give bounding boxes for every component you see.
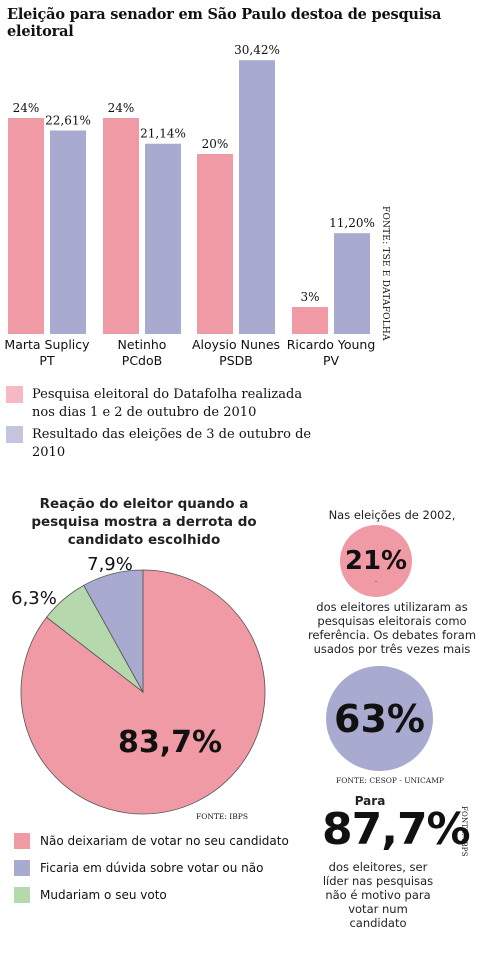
pie-legend-label-change: Mudariam o seu voto (40, 888, 167, 902)
x-tick-name-1: Marta Suplicy (4, 337, 90, 352)
stat-63-value: 63% (334, 696, 425, 741)
pie-label-2: 6,3% (11, 588, 57, 609)
pie-slice-2 (46, 584, 144, 693)
right-source-2: FONTE: IBPS (460, 806, 468, 857)
stat-877-value: 87,7% (322, 804, 471, 855)
bar-poll-3 (197, 154, 233, 334)
bar-label-result-1: 22,61% (45, 114, 91, 128)
right-para-text: Para (354, 794, 386, 808)
bar-poll-1 (8, 118, 44, 334)
right-source-1: FONTE: CESOP - UNICAMP (336, 776, 444, 785)
x-tick-name-2: Netinho (118, 337, 167, 352)
bar-poll-2 (103, 118, 139, 334)
legend-item-result: Resultado das eleições de 3 de outubro d… (6, 426, 346, 462)
pie-legend-swatch-green (14, 887, 30, 903)
bar-label-result-2: 21,14% (140, 127, 186, 141)
bar-label-poll-4: 3% (300, 290, 319, 304)
pie-legend-label-stay: Não deixariam de votar no seu candidato (40, 834, 289, 848)
x-tick-party-2: PCdoB (122, 353, 162, 368)
bar-label-poll-2: 24% (108, 101, 135, 115)
bar-label-poll-1: 24% (13, 101, 40, 115)
page-title: Eleição para senador em São Paulo destoa… (7, 6, 442, 40)
pie-legend-item-stay: Não deixariam de votar no seu candidato (14, 832, 289, 850)
x-tick-party-3: PSDB (219, 353, 253, 368)
right-text-1: dos eleitores utilizaram as pesquisas el… (307, 600, 477, 656)
stat-circle-21: 21% (340, 525, 412, 597)
pie-legend-swatch-pink (14, 833, 30, 849)
x-tick-name-4: Ricardo Young (287, 337, 376, 352)
pie-label-3: 7,9% (87, 554, 133, 575)
x-tick-party-4: PV (323, 353, 340, 368)
bar-label-result-3: 30,42% (234, 43, 280, 57)
bar-poll-4 (292, 307, 328, 334)
pie-chart-source: FONTE: IBPS (196, 812, 248, 821)
legend-item-poll: Pesquisa eleitoral do Datafolha realizad… (6, 386, 316, 422)
right-intro-text: Nas eleições de 2002, (328, 508, 456, 522)
pie-slice-3 (83, 569, 144, 694)
bar-result-1 (50, 130, 86, 334)
pie-legend-item-doubt: Ficaria em dúvida sobre votar ou não (14, 859, 263, 877)
stat-21-value: 21% (344, 546, 408, 576)
right-text-2: dos eleitores, ser líder nas pesquisas n… (322, 860, 434, 930)
bar-result-3 (239, 60, 275, 334)
pie-chart-title: Reação do eleitor quando a pesquisa most… (31, 496, 257, 548)
pie-legend-label-doubt: Ficaria em dúvida sobre votar ou não (40, 861, 264, 875)
bar-chart-source: FONTE: TSE E DATAFOLHA (380, 206, 390, 341)
pie-legend-item-change: Mudariam o seu voto (14, 886, 167, 904)
legend-label-poll: Pesquisa eleitoral do Datafolha realizad… (32, 387, 303, 420)
legend-swatch-blue (6, 426, 23, 443)
bar-label-result-4: 11,20% (329, 216, 375, 230)
pie-label-1: 83,7% (118, 725, 222, 760)
legend-label-result: Resultado das eleições de 3 de outubro d… (32, 427, 312, 460)
pie-slice-1 (20, 569, 266, 815)
bar-result-4 (334, 233, 370, 334)
stat-circle-63: 63% (326, 666, 433, 771)
x-tick-party-1: PT (39, 353, 55, 368)
x-tick-name-3: Aloysio Nunes (192, 337, 280, 352)
pie-legend-swatch-blue (14, 860, 30, 876)
bar-result-2 (145, 143, 181, 334)
stat-21-dot: . (374, 575, 378, 584)
bar-label-poll-3: 20% (202, 137, 229, 151)
legend-swatch-pink (6, 386, 23, 403)
